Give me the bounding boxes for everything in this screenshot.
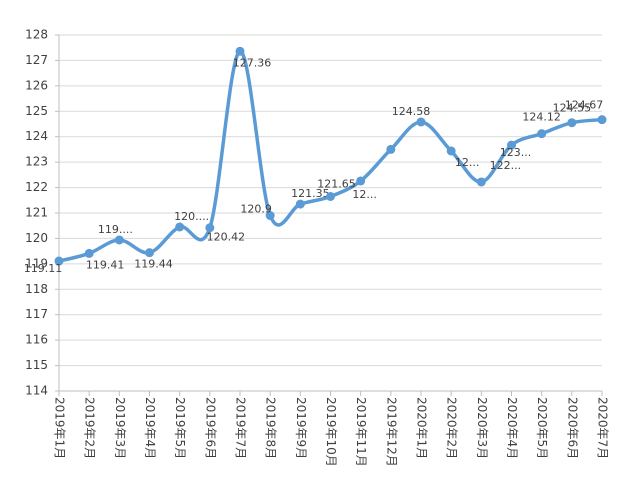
y-tick-label: 128: [25, 28, 48, 42]
x-tick-label: 2019年2月: [83, 397, 97, 459]
point: [205, 223, 215, 233]
point: [175, 222, 185, 232]
y-tick-label: 117: [25, 307, 48, 321]
line: [58, 49, 603, 263]
point: [84, 248, 94, 258]
x-tick-label: 2019年11月: [354, 397, 368, 467]
point: [386, 144, 396, 154]
point: [476, 177, 486, 187]
x-tick-label: 2020年5月: [535, 397, 549, 459]
point: [537, 129, 547, 139]
x-tick-label: 2020年3月: [475, 397, 489, 459]
point: [326, 191, 335, 201]
data-label: 119....: [98, 223, 133, 236]
y-tick-label: 121: [25, 206, 48, 220]
y-tick-label: 118: [25, 282, 48, 296]
point: [507, 140, 516, 150]
x-tick-label: 2019年12月: [384, 397, 398, 467]
point: [446, 146, 456, 156]
point: [235, 46, 245, 56]
data-label: 119.11: [24, 262, 63, 275]
y-tick-label: 123: [25, 155, 48, 169]
data-label: 12...: [352, 188, 377, 201]
data-label: 124.55: [553, 102, 592, 115]
data-label: 120....: [174, 210, 209, 223]
y-tick-label: 125: [25, 104, 48, 118]
x-tick-label: 2019年10月: [324, 397, 338, 467]
y-tick-label: 119: [25, 256, 48, 270]
data-label: 119.41: [86, 258, 125, 271]
point: [597, 115, 607, 125]
data-label: 124.58: [392, 105, 431, 118]
x-tick-label: 2020年7月: [596, 397, 610, 459]
x-tick-label: 2019年7月: [234, 397, 248, 459]
x-tick-label: 2020年2月: [445, 397, 459, 459]
data-label: 121.35: [291, 187, 330, 200]
x-tick-label: 2019年9月: [294, 397, 308, 459]
y-tick-label: 122: [25, 180, 48, 194]
y-tick-label: 115: [25, 358, 48, 372]
x-tick-label: 2020年4月: [505, 397, 519, 459]
y-tick-label: 120: [25, 231, 48, 245]
data-label: 119.44: [134, 258, 173, 271]
x-tick-label: 2020年1月: [415, 397, 429, 459]
data-label: 123...: [500, 146, 532, 159]
data-label: 124.12: [522, 111, 561, 124]
x-tick-label: 2019年5月: [173, 397, 187, 459]
x-tick-label: 2019年4月: [143, 397, 157, 459]
x-tick-label: 2019年1月: [53, 397, 67, 459]
point: [54, 256, 64, 266]
x-tick-label: 2019年3月: [113, 397, 127, 459]
data-label: 124.67: [565, 99, 604, 112]
point: [265, 211, 275, 221]
y-tick-label: 116: [25, 333, 48, 347]
x-tick-label: 2020年6月: [565, 397, 579, 459]
point: [114, 235, 124, 245]
point: [145, 248, 154, 258]
y-tick-label: 126: [25, 78, 48, 92]
data-label: 120.9: [240, 203, 272, 216]
point: [356, 176, 366, 186]
y-tick-label: 124: [25, 129, 48, 143]
data-label: 127.36: [233, 56, 272, 69]
data-label: 12...: [455, 156, 480, 169]
y-tick-label: 127: [25, 53, 48, 67]
x-tick-label: 2019年6月: [203, 397, 217, 459]
data-label: 121.65: [317, 177, 356, 190]
point: [567, 118, 577, 128]
data-label: 122...: [490, 159, 522, 172]
point: [295, 199, 305, 209]
x-tick-label: 2019年8月: [264, 397, 278, 459]
point: [416, 117, 426, 127]
data-label: 120.42: [207, 231, 246, 244]
y-tick-label: 114: [25, 384, 48, 398]
